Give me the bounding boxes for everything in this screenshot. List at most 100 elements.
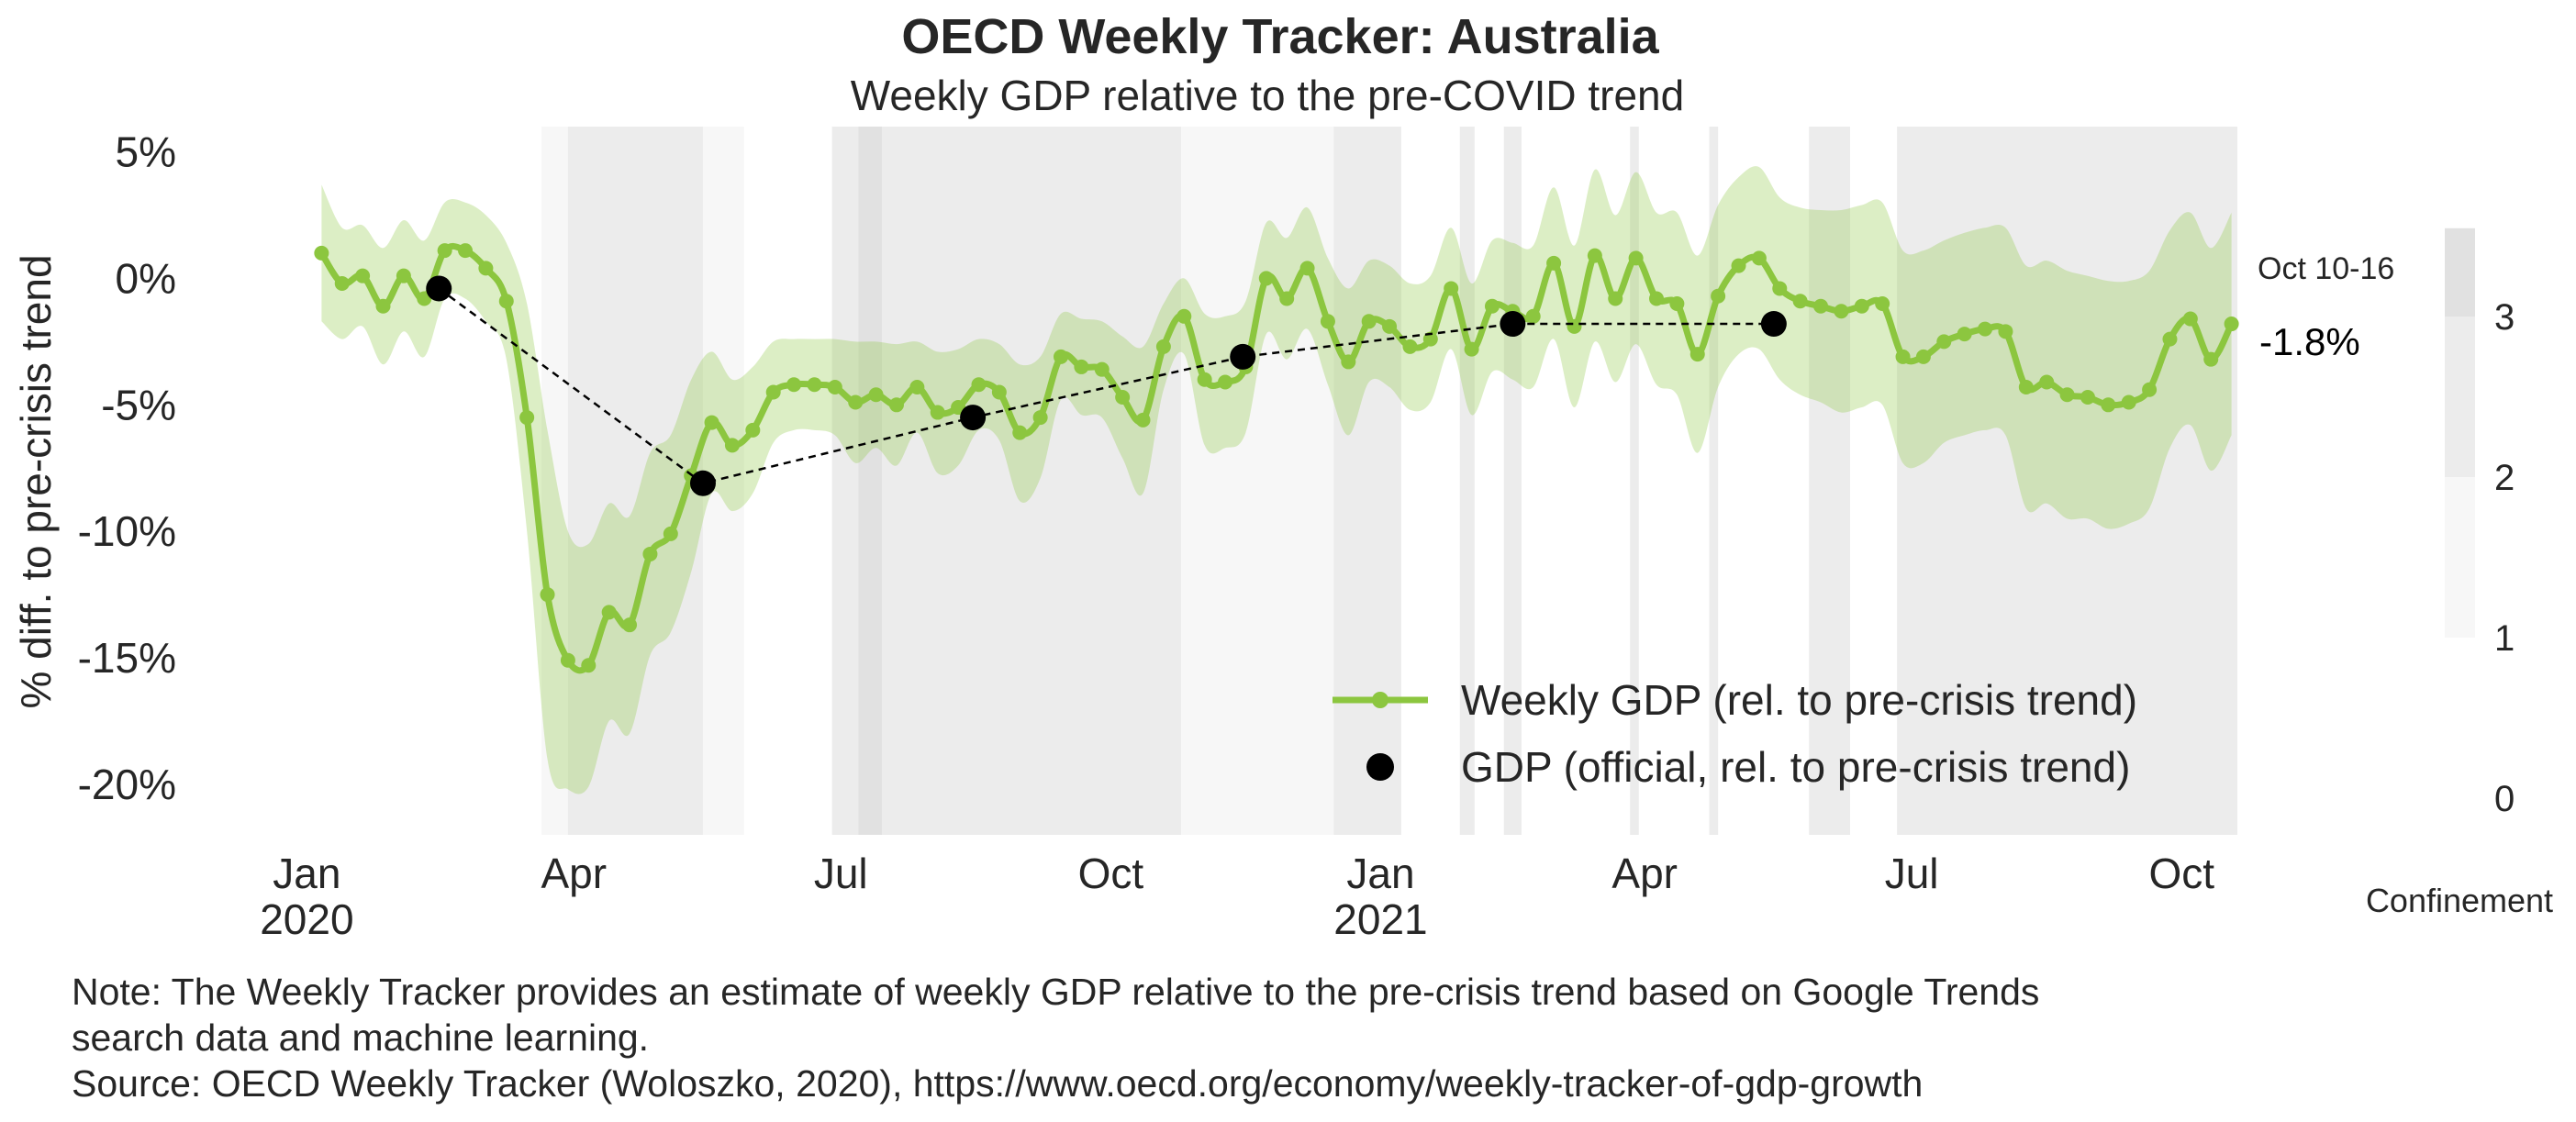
weekly-gdp-point xyxy=(334,275,350,291)
legend-label-official: GDP (official, rel. to pre-crisis trend) xyxy=(1461,743,2130,791)
official-gdp-point xyxy=(960,405,987,431)
note-line-3: Source: OECD Weekly Tracker (Woloszko, 2… xyxy=(72,1062,1924,1105)
weekly-gdp-point xyxy=(498,294,514,309)
weekly-gdp-point xyxy=(1361,314,1377,329)
weekly-gdp-point xyxy=(1875,296,1890,311)
weekly-gdp-point xyxy=(437,243,452,259)
confinement-period xyxy=(1333,127,1401,835)
weekly-gdp-point xyxy=(2059,387,2075,403)
weekly-gdp-point xyxy=(1813,298,1829,314)
note-line-2: search data and machine learning. xyxy=(72,1016,650,1059)
weekly-gdp-point xyxy=(2162,331,2178,347)
colorbar-tick-label: 1 xyxy=(2494,618,2515,659)
weekly-gdp-point xyxy=(827,379,842,394)
colorbar-segment xyxy=(2445,317,2475,477)
official-gdp-point xyxy=(1230,343,1256,370)
weekly-gdp-point xyxy=(1895,349,1911,364)
weekly-gdp-point xyxy=(1525,308,1541,324)
weekly-gdp-point xyxy=(2203,351,2219,367)
weekly-gdp-point xyxy=(1628,250,1644,266)
weekly-gdp-point xyxy=(2121,394,2136,410)
weekly-gdp-point xyxy=(1279,291,1295,306)
weekly-gdp-point xyxy=(478,261,494,276)
weekly-gdp-point xyxy=(622,617,638,633)
colorbar-tick-label: 3 xyxy=(2494,297,2515,338)
weekly-gdp-point xyxy=(1587,248,1602,263)
weekly-gdp-point xyxy=(560,652,575,668)
weekly-gdp-point xyxy=(1402,339,1418,354)
official-gdp-point xyxy=(426,275,452,302)
weekly-gdp-point xyxy=(971,377,987,393)
weekly-gdp-point xyxy=(1115,390,1131,405)
y-tick-label: -5% xyxy=(101,381,176,428)
weekly-gdp-point xyxy=(704,415,719,430)
colorbar-tick-label: 0 xyxy=(2494,779,2515,819)
weekly-gdp-point xyxy=(1176,308,1192,324)
annotation-value: -1.8% xyxy=(2259,320,2360,363)
weekly-gdp-point xyxy=(1731,258,1746,273)
weekly-gdp-point xyxy=(1320,314,1335,329)
weekly-gdp-point xyxy=(888,397,904,413)
x-tick-label: Oct xyxy=(2148,850,2214,897)
weekly-gdp-point xyxy=(1382,318,1398,334)
weekly-gdp-point xyxy=(745,422,761,438)
x-tick-year-label: 2020 xyxy=(260,895,353,943)
official-gdp-point xyxy=(689,470,716,496)
weekly-gdp-point xyxy=(1341,354,1356,370)
weekly-gdp-point xyxy=(1834,304,1849,319)
weekly-gdp-point xyxy=(1567,318,1582,334)
weekly-gdp-point xyxy=(663,526,678,541)
y-tick-label: -10% xyxy=(78,507,176,555)
x-tick-year-label: 2021 xyxy=(1333,895,1427,943)
confinement-period xyxy=(1897,127,2237,835)
confinement-colorbar: 0 1 2 3 xyxy=(2445,228,2515,819)
x-tick-label: Jan xyxy=(273,850,340,897)
weekly-gdp-point xyxy=(1772,281,1788,296)
weekly-gdp-point xyxy=(1464,341,1479,357)
weekly-gdp-point xyxy=(1135,412,1151,428)
weekly-gdp-point xyxy=(355,268,371,283)
weekly-gdp-point xyxy=(2080,390,2095,405)
weekly-gdp-point xyxy=(1299,261,1315,276)
legend-line-marker xyxy=(1372,692,1388,708)
weekly-gdp-point xyxy=(1444,281,1459,296)
x-tick-label: Apr xyxy=(1611,850,1678,897)
weekly-gdp-point xyxy=(1197,372,1212,387)
confinement-period xyxy=(567,127,703,835)
weekly-gdp-point xyxy=(765,384,781,400)
confinement-period xyxy=(1181,127,1334,835)
weekly-gdp-point xyxy=(1711,288,1726,304)
weekly-gdp-point xyxy=(314,245,329,261)
weekly-gdp-point xyxy=(601,605,617,620)
weekly-gdp-point xyxy=(540,587,555,603)
weekly-gdp-point xyxy=(1074,359,1089,374)
official-gdp-line xyxy=(438,287,1774,485)
colorbar-tick-label: 2 xyxy=(2494,458,2515,498)
weekly-gdp-point xyxy=(1957,327,1972,342)
colorbar-segment xyxy=(2445,228,2475,317)
weekly-gdp-point xyxy=(786,377,802,393)
y-ticks: 5% 0% -5% -10% -15% -20% xyxy=(78,128,176,808)
weekly-gdp-point xyxy=(1915,349,1931,364)
weekly-gdp-point xyxy=(868,387,884,403)
colorbar-segment xyxy=(2445,477,2475,638)
y-tick-label: -15% xyxy=(78,634,176,682)
note-line-1: Note: The Weekly Tracker provides an est… xyxy=(72,971,2040,1013)
confinement-period xyxy=(858,127,882,835)
weekly-gdp-point xyxy=(1484,298,1500,314)
weekly-gdp-point xyxy=(848,394,864,410)
official-gdp-point xyxy=(1760,311,1787,338)
x-tick-label: Jul xyxy=(814,850,868,897)
uncertainty-band xyxy=(321,166,2232,794)
chart-subtitle: Weekly GDP relative to the pre-COVID tre… xyxy=(851,72,1684,119)
colorbar-label: Confinement xyxy=(2366,882,2553,919)
weekly-gdp-point xyxy=(581,658,597,673)
weekly-gdp-point xyxy=(1998,324,2013,339)
weekly-gdp-point xyxy=(1689,347,1705,362)
x-tick-label: Jul xyxy=(1885,850,1939,897)
weekly-gdp-point xyxy=(2182,311,2198,327)
confinement-period xyxy=(1809,127,1850,835)
confinement-period xyxy=(831,127,859,835)
